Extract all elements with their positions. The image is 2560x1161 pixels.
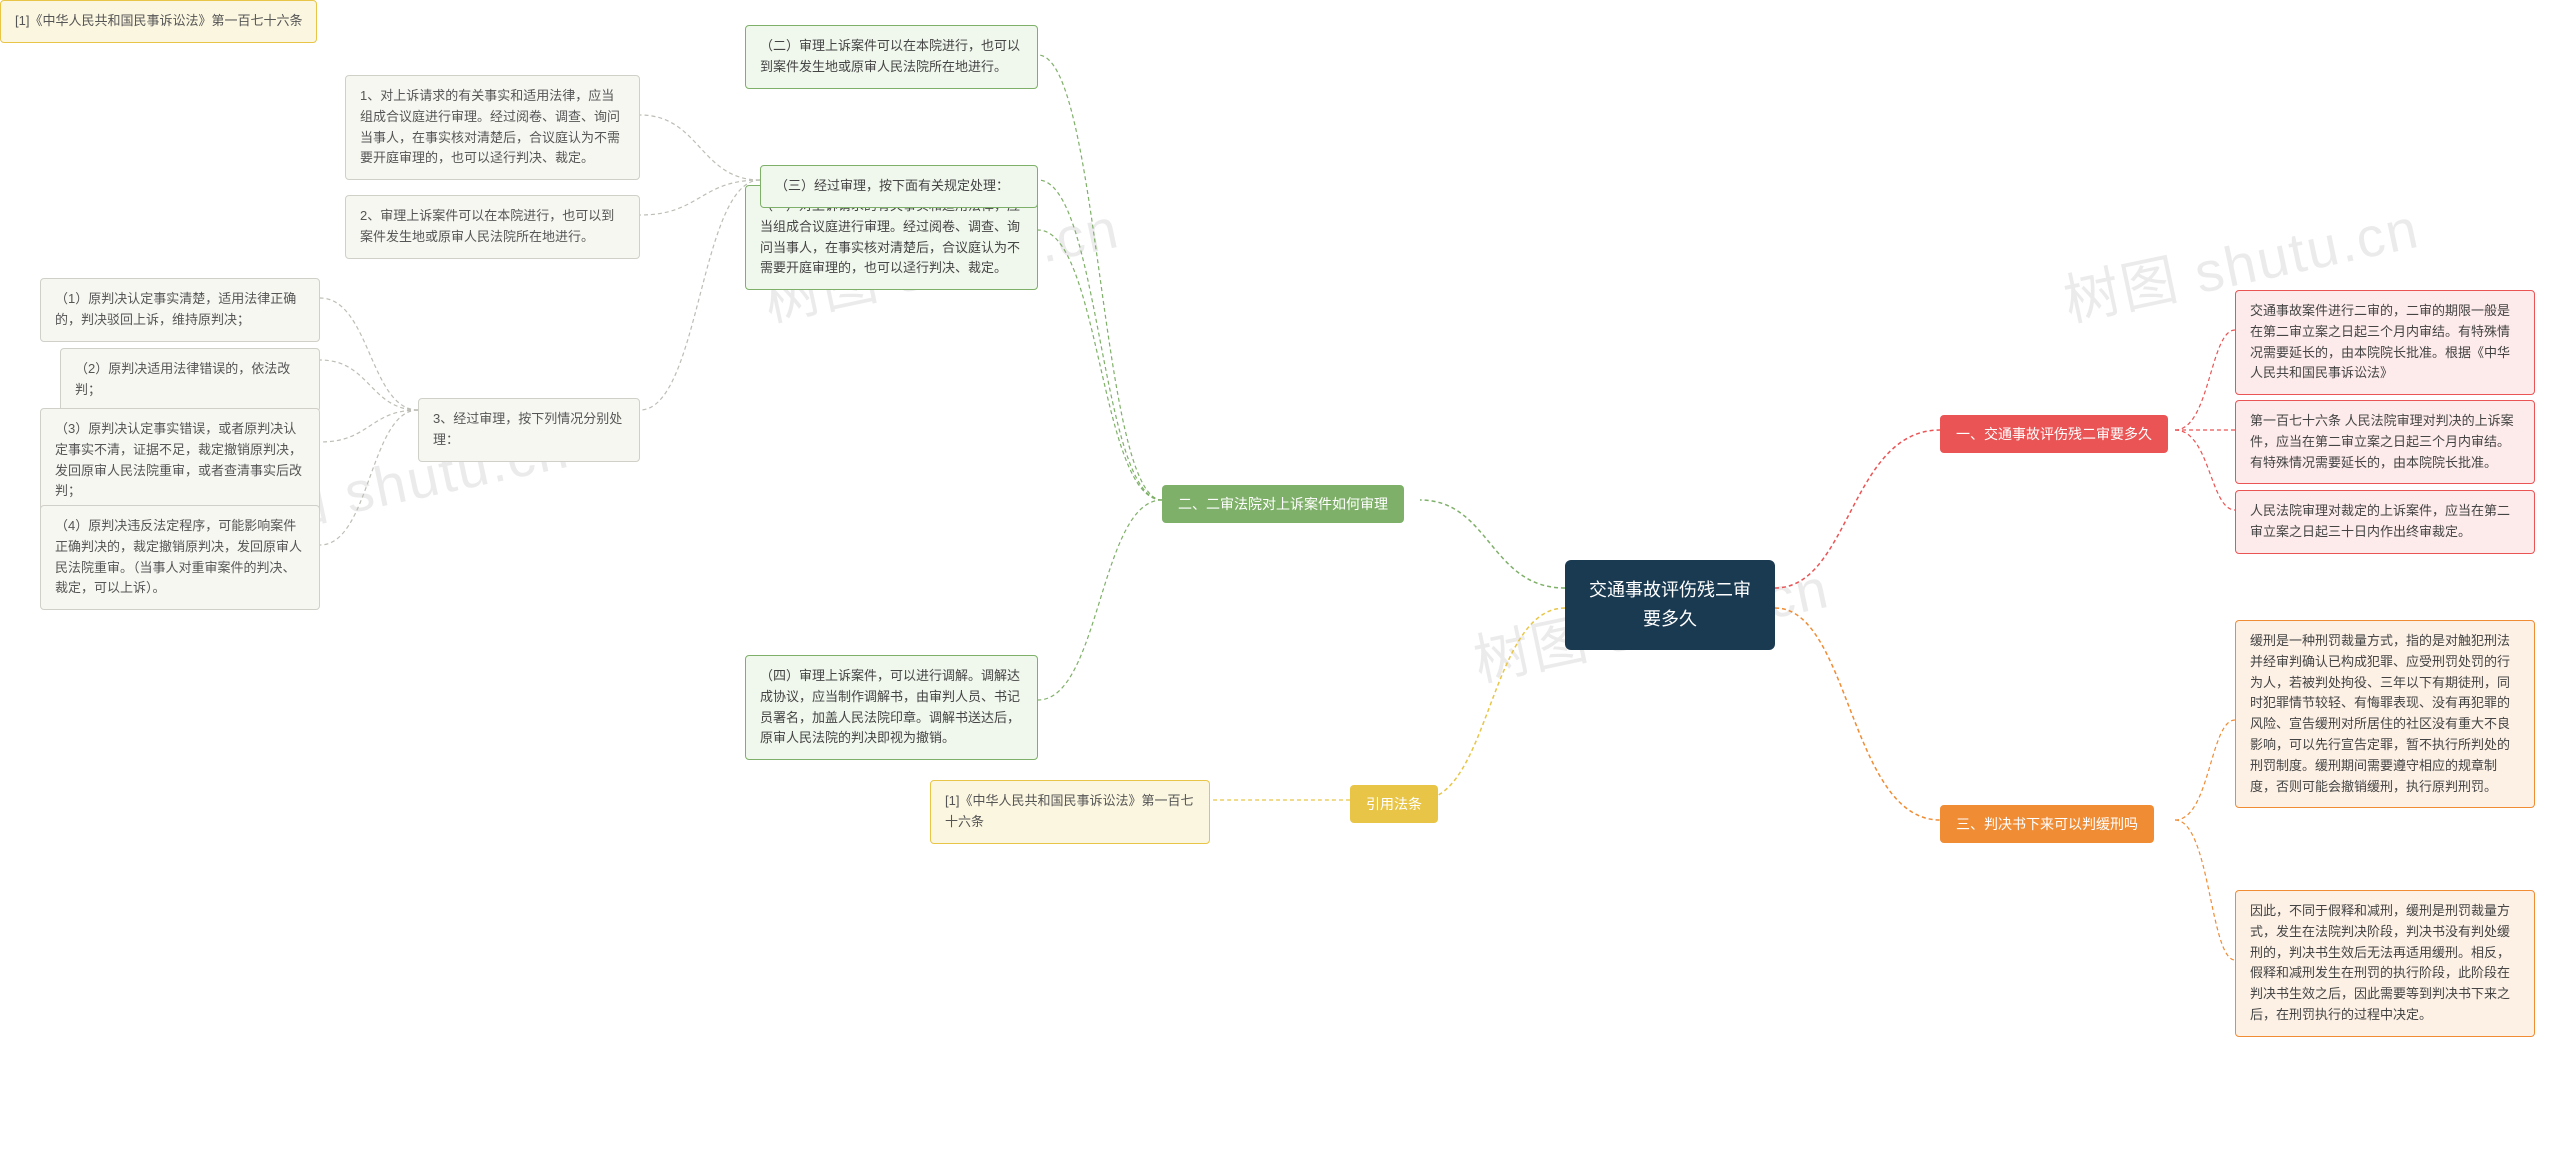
branch-3: 三、判决书下来可以判缓刑吗 <box>1940 805 2154 843</box>
leaf-b3-1: 因此，不同于假释和减刑，缓刑是刑罚裁量方式，发生在法院判决阶段，判决书没有判处缓… <box>2235 890 2535 1037</box>
branch-2: 二、二审法院对上诉案件如何审理 <box>1162 485 1404 523</box>
leaf-text: 交通事故案件进行二审的，二审的期限一般是在第二审立案之日起三个月内审结。有特殊情… <box>2250 303 2510 380</box>
branch-4: 引用法条 <box>1350 785 1438 823</box>
leaf-text: （一）对上诉请求的有关事实和适用法律，应当组成合议庭进行审理。经过阅卷、调查、询… <box>760 198 1020 275</box>
branch-4-label: 引用法条 <box>1366 796 1422 812</box>
leaf-text: 人民法院审理对裁定的上诉案件，应当在第二审立案之日起三十日内作出终审裁定。 <box>2250 503 2510 539</box>
leaf-text: （四）审理上诉案件，可以进行调解。调解达成协议，应当制作调解书，由审判人员、书记… <box>760 668 1020 745</box>
leaf-b2-2-2-2: （3）原判决认定事实错误，或者原判决认定事实不清，证据不足，裁定撤销原判决，发回… <box>40 408 320 513</box>
mindmap-root: 交通事故评伤残二审要多久 <box>1565 560 1775 650</box>
leaf-text: （二）审理上诉案件可以在本院进行，也可以到案件发生地或原审人民法院所在地进行。 <box>760 38 1020 74</box>
leaf-b4-0: [1]《中华人民共和国民事诉讼法》第一百七十六条 <box>930 780 1210 844</box>
leaf-b2-3: （四）审理上诉案件，可以进行调解。调解达成协议，应当制作调解书，由审判人员、书记… <box>745 655 1038 760</box>
leaf-b3-0: 缓刑是一种刑罚裁量方式，指的是对触犯刑法并经审判确认已构成犯罪、应受刑罚处罚的行… <box>2235 620 2535 808</box>
leaf-b2-2-1: 2、审理上诉案件可以在本院进行，也可以到案件发生地或原审人民法院所在地进行。 <box>345 195 640 259</box>
leaf-b2-2-0: 1、对上诉请求的有关事实和适用法律，应当组成合议庭进行审理。经过阅卷、调查、询问… <box>345 75 640 180</box>
leaf-b1-0: 交通事故案件进行二审的，二审的期限一般是在第二审立案之日起三个月内审结。有特殊情… <box>2235 290 2535 395</box>
leaf-b2-2-2-1: （2）原判决适用法律错误的，依法改判； <box>60 348 320 412</box>
leaf-text: 3、经过审理，按下列情况分别处理： <box>433 411 622 447</box>
leaf-b4-0: [1]《中华人民共和国民事诉讼法》第一百七十六条 <box>0 0 317 43</box>
leaf-text: [1]《中华人民共和国民事诉讼法》第一百七十六条 <box>945 793 1193 829</box>
leaf-b2-2-2: 3、经过审理，按下列情况分别处理： <box>418 398 640 462</box>
leaf-text: 第一百七十六条 人民法院审理对判决的上诉案件，应当在第二审立案之日起三个月内审结… <box>2250 413 2514 470</box>
leaf-text: （1）原判决认定事实清楚，适用法律正确的，判决驳回上诉，维持原判决； <box>55 291 296 327</box>
leaf-text: （4）原判决违反法定程序，可能影响案件正确判决的，裁定撤销原判决，发回原审人民法… <box>55 518 302 595</box>
branch-2-label: 二、二审法院对上诉案件如何审理 <box>1178 496 1388 512</box>
leaf-text: 缓刑是一种刑罚裁量方式，指的是对触犯刑法并经审判确认已构成犯罪、应受刑罚处罚的行… <box>2250 633 2510 794</box>
leaf-b2-2: （三）经过审理，按下面有关规定处理： <box>760 165 1038 208</box>
leaf-b2-1: （二）审理上诉案件可以在本院进行，也可以到案件发生地或原审人民法院所在地进行。 <box>745 25 1038 89</box>
leaf-b2-2-2-0: （1）原判决认定事实清楚，适用法律正确的，判决驳回上诉，维持原判决； <box>40 278 320 342</box>
branch-1: 一、交通事故评伤残二审要多久 <box>1940 415 2168 453</box>
leaf-text: 1、对上诉请求的有关事实和适用法律，应当组成合议庭进行审理。经过阅卷、调查、询问… <box>360 88 620 165</box>
leaf-b2-2-2-3: （4）原判决违反法定程序，可能影响案件正确判决的，裁定撤销原判决，发回原审人民法… <box>40 505 320 610</box>
leaf-text: （2）原判决适用法律错误的，依法改判； <box>75 361 290 397</box>
leaf-b1-1: 第一百七十六条 人民法院审理对判决的上诉案件，应当在第二审立案之日起三个月内审结… <box>2235 400 2535 484</box>
leaf-b1-2: 人民法院审理对裁定的上诉案件，应当在第二审立案之日起三十日内作出终审裁定。 <box>2235 490 2535 554</box>
root-text: 交通事故评伤残二审要多久 <box>1589 580 1751 629</box>
leaf-text: （3）原判决认定事实错误，或者原判决认定事实不清，证据不足，裁定撤销原判决，发回… <box>55 421 302 498</box>
branch-1-label: 一、交通事故评伤残二审要多久 <box>1956 426 2152 442</box>
leaf-text: 因此，不同于假释和减刑，缓刑是刑罚裁量方式，发生在法院判决阶段，判决书没有判处缓… <box>2250 903 2510 1022</box>
leaf-text: 2、审理上诉案件可以在本院进行，也可以到案件发生地或原审人民法院所在地进行。 <box>360 208 614 244</box>
leaf-text: （三）经过审理，按下面有关规定处理： <box>775 178 1009 193</box>
branch-3-label: 三、判决书下来可以判缓刑吗 <box>1956 816 2138 832</box>
